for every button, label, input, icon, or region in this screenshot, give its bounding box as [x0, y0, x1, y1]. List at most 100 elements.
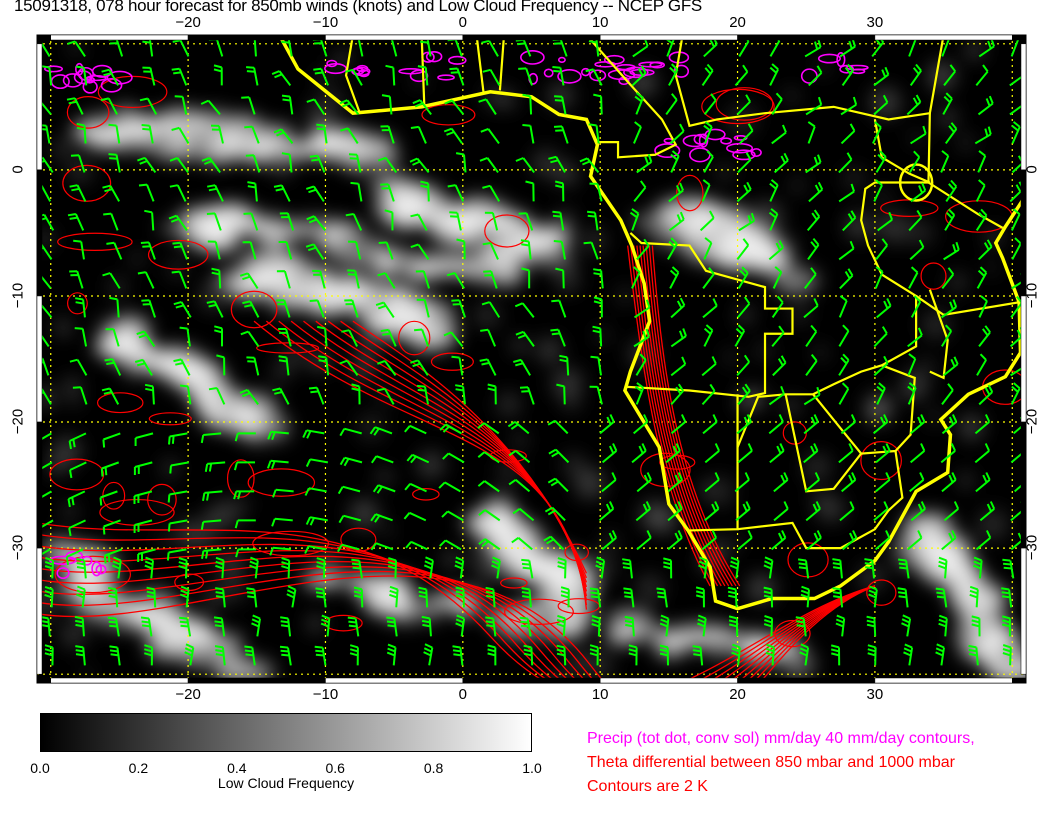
cloud-patch — [419, 598, 441, 623]
theta-contour — [67, 292, 88, 315]
theta-contour — [230, 290, 278, 329]
wind-barb — [976, 266, 988, 289]
precip-contour — [56, 567, 70, 580]
wind-barb — [628, 644, 638, 666]
wind-barb — [669, 266, 680, 289]
plot-title: 15091318, 078 hour forecast for 850mb wi… — [14, 0, 702, 15]
wind-barb — [589, 644, 599, 666]
cloud-patch — [130, 252, 144, 266]
wind-barb — [410, 359, 429, 376]
wind-barb — [179, 616, 192, 637]
cloud-patch — [310, 274, 335, 305]
country-border — [873, 119, 931, 184]
theta-contour — [256, 342, 320, 354]
wind-barb — [76, 558, 87, 579]
theta-contour — [253, 320, 588, 610]
frame-segment — [1020, 34, 1027, 45]
wind-barb — [940, 150, 950, 173]
wind-barb — [140, 241, 156, 260]
wind-barb — [378, 241, 394, 260]
wind-barb — [423, 643, 434, 666]
wind-barb — [907, 382, 917, 405]
country-border — [674, 35, 945, 128]
wind-barb — [172, 241, 188, 260]
cloud-patch — [722, 240, 747, 268]
wind-barb — [739, 123, 754, 145]
wind-barb — [842, 210, 857, 232]
wind-barb — [659, 644, 669, 666]
cloud-patch — [813, 345, 828, 360]
theta-contour — [57, 232, 133, 251]
wind-barb — [281, 557, 291, 579]
wind-barb — [210, 124, 224, 144]
wind-barb — [369, 426, 393, 436]
cloud-patch — [790, 178, 805, 193]
country-border — [585, 35, 678, 159]
wind-barb — [840, 123, 856, 145]
wind-barb — [1010, 382, 1021, 405]
cloud-patch — [527, 225, 573, 239]
wind-barb — [69, 270, 84, 289]
wind-barb — [347, 616, 360, 637]
wind-barb — [454, 556, 465, 579]
cloud-patch — [170, 216, 199, 245]
wind-barb — [168, 214, 188, 231]
wind-barb — [41, 65, 53, 86]
frame-segment — [1020, 547, 1027, 675]
cloud-patch — [156, 532, 174, 549]
cloud-patch — [334, 280, 379, 308]
wind-barb — [246, 356, 260, 376]
wind-barb — [909, 443, 926, 464]
theta-contour — [715, 87, 774, 121]
wind-barb — [703, 324, 714, 347]
wind-barb — [169, 156, 189, 174]
wind-barb — [338, 514, 362, 524]
theta-contour — [651, 245, 741, 587]
cloud-patch — [37, 596, 58, 624]
frame-segment — [36, 34, 43, 45]
wind-barb — [556, 383, 566, 405]
wind-barb — [306, 98, 326, 115]
wind-barb — [803, 414, 819, 435]
wind-barb — [1001, 615, 1011, 637]
wind-barb — [633, 328, 651, 348]
wind-barb — [349, 644, 359, 666]
wind-barb — [773, 501, 789, 522]
wind-barb — [377, 272, 396, 289]
wind-barb — [943, 356, 959, 377]
wind-barb — [136, 330, 156, 347]
wind-barb — [309, 154, 326, 173]
wind-barb — [144, 556, 154, 579]
cloud-patch — [817, 494, 845, 523]
cloud-patch — [352, 360, 375, 383]
wind-barb — [737, 296, 751, 319]
wind-barb — [423, 556, 434, 579]
cloud-patch — [60, 620, 88, 649]
lat-tick-label: −20 — [9, 408, 27, 435]
wind-barb — [518, 67, 533, 86]
wind-barb — [337, 485, 361, 495]
wind-barb — [898, 558, 910, 579]
wind-barb — [938, 614, 948, 637]
wind-barb — [806, 530, 822, 551]
wind-barb — [144, 644, 154, 666]
cloud-patch — [230, 659, 258, 681]
wind-barb — [519, 616, 532, 637]
frame-segment — [325, 34, 464, 41]
wind-barb — [808, 65, 823, 87]
wind-barb — [244, 645, 256, 666]
wind-barb — [380, 125, 395, 144]
wind-barb — [439, 423, 462, 435]
theta-contour — [630, 245, 715, 587]
wind-barb — [1011, 237, 1022, 260]
wind-barb — [555, 267, 565, 289]
cloud-patch — [62, 376, 82, 396]
cloud-patch — [957, 134, 974, 151]
cloud-patch — [252, 219, 277, 237]
wind-barb — [386, 616, 398, 637]
wind-barb — [633, 121, 642, 144]
wind-barb — [171, 67, 188, 86]
wind-barb — [443, 127, 463, 144]
wind-barb — [808, 181, 824, 203]
frame-segment — [36, 421, 43, 549]
